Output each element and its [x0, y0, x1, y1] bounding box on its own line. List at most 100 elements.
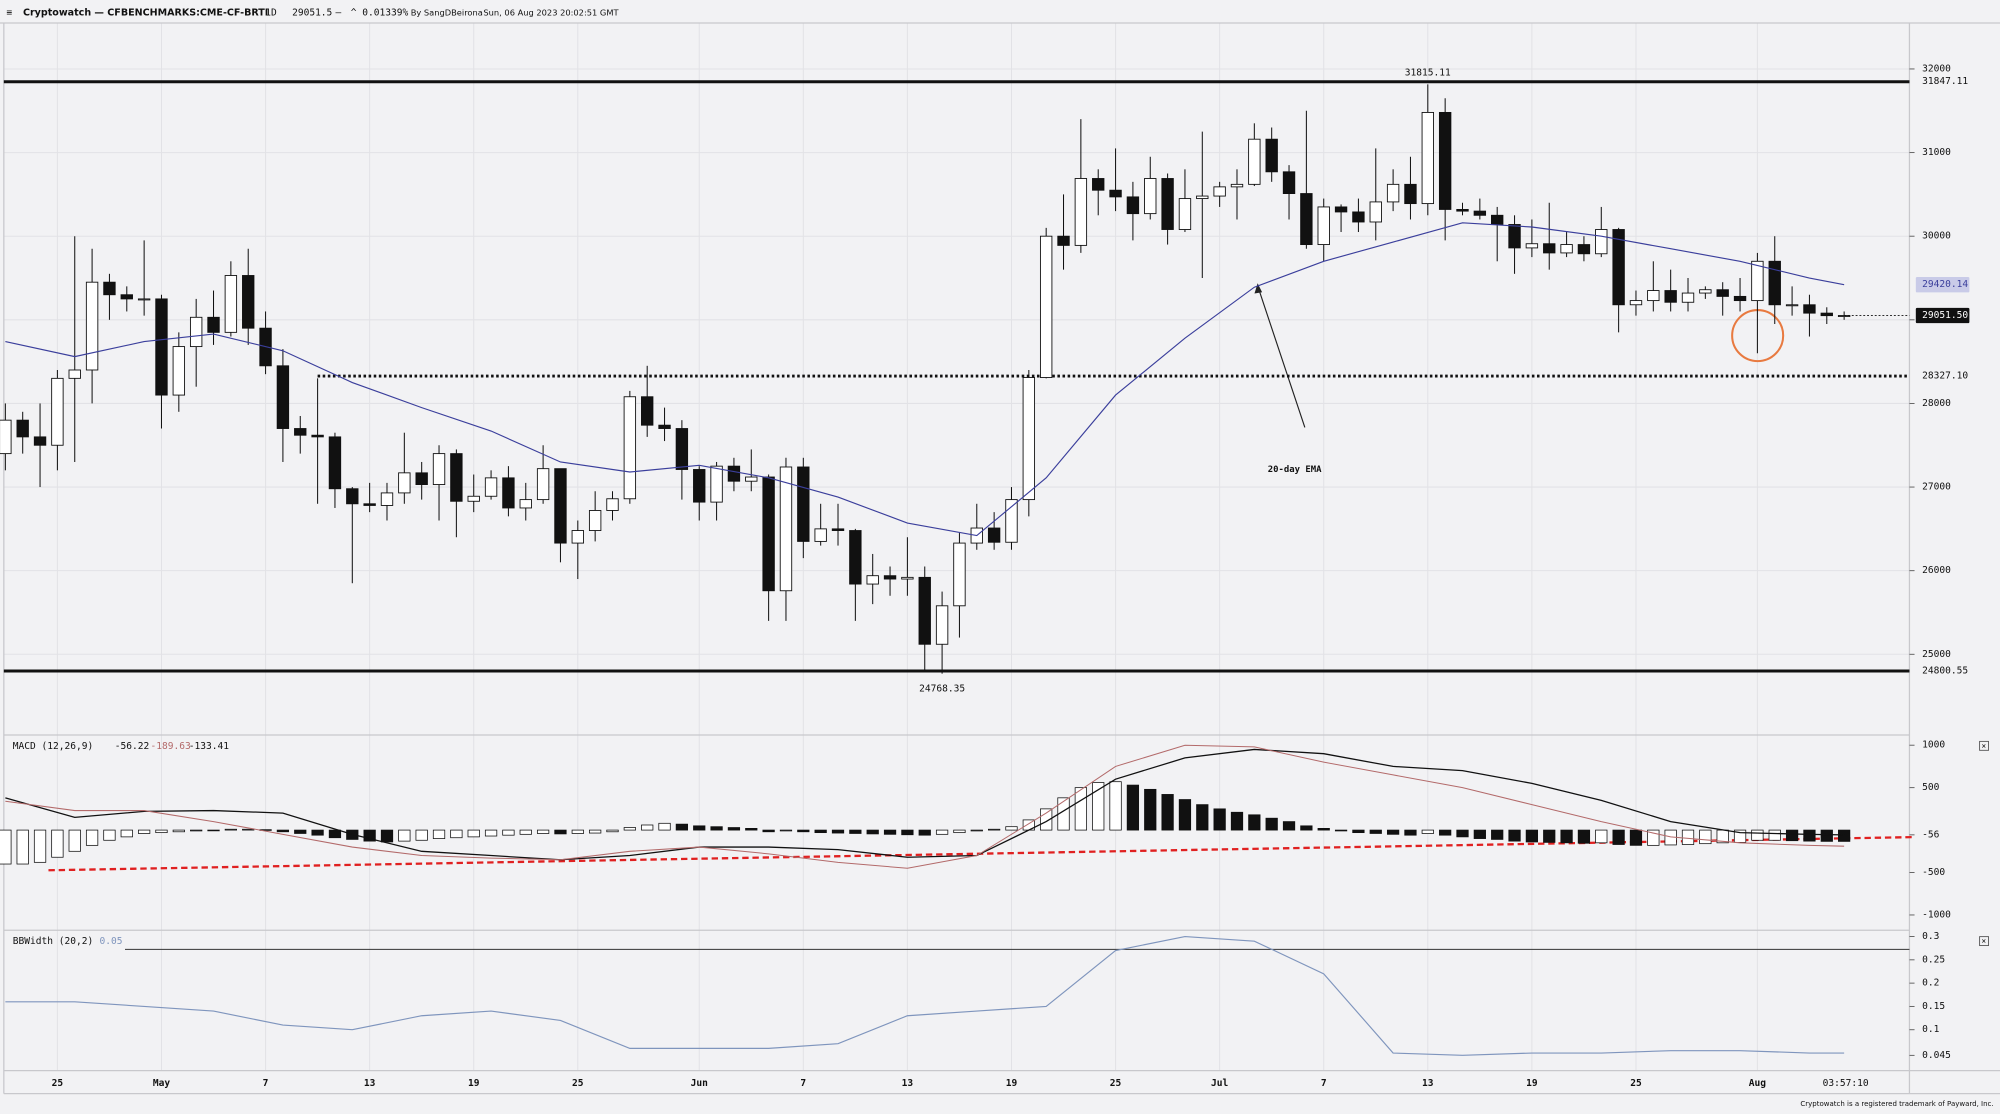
histogram-bar — [432, 829, 446, 839]
change-sep: — — [335, 7, 341, 18]
histogram-bar — [1074, 787, 1087, 831]
histogram-bar — [450, 829, 463, 839]
close-icon[interactable]: × — [1982, 937, 1987, 946]
candle-body — [276, 365, 290, 429]
candle-body — [1039, 235, 1053, 378]
low-label: 24768.35 — [919, 683, 965, 694]
histogram-bar — [1751, 829, 1764, 841]
candle-body — [797, 466, 810, 542]
close-button[interactable] — [1979, 740, 1989, 751]
histogram-bar — [1092, 782, 1105, 831]
candle-body — [1178, 198, 1192, 230]
histogram-bar — [294, 829, 307, 834]
interval: 1D — [265, 7, 277, 18]
macd-value: -56.22 — [115, 741, 149, 752]
candle-body — [1300, 193, 1313, 246]
candle-body — [588, 510, 602, 531]
level-label: 31847.11 — [1922, 76, 1968, 87]
x-tick-label: 19 — [468, 1078, 480, 1089]
histogram-bar — [1213, 808, 1226, 831]
histogram-bar — [1126, 784, 1140, 831]
candle-body — [1386, 183, 1400, 203]
x-tick-label: Aug — [1749, 1078, 1766, 1089]
bbwidth-title: BBWidth (20,2) — [13, 936, 93, 947]
plot: 25 May 7 13 19 25 Jun 7 13 19 25 Jul 7 13 19 25 Aug 25000… — [0, 63, 1970, 1089]
y-tick-label: 27000 — [1922, 482, 1951, 493]
histogram-bar — [1612, 829, 1625, 845]
histogram-bar — [623, 827, 636, 831]
histogram-bar — [51, 829, 64, 858]
ema-line — [5, 222, 1845, 537]
histogram-bar — [16, 829, 29, 865]
candle-body — [1092, 178, 1105, 191]
histogram-bar — [224, 828, 237, 831]
candle-body — [33, 436, 47, 446]
candle-body — [363, 503, 376, 506]
level-label: 28327.10 — [1922, 371, 1968, 382]
candle-body — [987, 527, 1001, 543]
macd-title: MACD (12,26,9) — [13, 741, 93, 752]
x-tick-label: May — [153, 1078, 170, 1089]
candle-body — [849, 530, 862, 585]
x-tick-label: 19 — [1526, 1078, 1538, 1089]
histogram-bar — [519, 829, 532, 835]
histogram-bar — [554, 829, 567, 835]
close-button[interactable] — [1979, 936, 1989, 947]
candle-body — [1577, 244, 1591, 255]
candle-body — [536, 468, 550, 501]
histogram-bar — [675, 823, 689, 831]
histogram-bar — [606, 829, 619, 833]
histogram-bar — [1803, 829, 1816, 842]
histogram-bar — [242, 828, 255, 831]
candle-body — [1595, 229, 1608, 255]
x-tick-label: Jun — [691, 1078, 708, 1089]
candle-body — [1629, 300, 1643, 306]
histogram-bar — [1248, 814, 1261, 831]
candle-body — [1508, 224, 1521, 249]
candle-body — [1768, 260, 1781, 306]
histogram-bar — [1525, 829, 1539, 843]
ema-price-box — [1915, 277, 1970, 293]
menu-icon[interactable]: ≡ — [6, 7, 12, 18]
x-tick-label: 25 — [1630, 1078, 1642, 1089]
histogram-bar — [1681, 829, 1695, 845]
candle-body — [1456, 208, 1469, 212]
histogram-bar — [1820, 829, 1833, 842]
candle-body — [137, 298, 151, 301]
histogram-bar — [120, 829, 133, 838]
change: ^ 0.01339% — [351, 7, 409, 18]
candle-body — [883, 575, 897, 580]
histogram-bar — [1456, 829, 1469, 838]
close-icon[interactable]: × — [1982, 741, 1987, 750]
candle-body — [1491, 214, 1504, 225]
histogram-bar — [536, 829, 550, 834]
histogram-bar — [33, 829, 47, 863]
candle-body — [953, 542, 966, 607]
histogram-bar — [1785, 829, 1799, 842]
candle-body — [398, 472, 411, 494]
candle-body — [1751, 260, 1764, 302]
candle-body — [294, 428, 307, 436]
x-tick-label: 25 — [1110, 1078, 1122, 1089]
macd-line — [5, 748, 1845, 861]
candle-body — [1473, 210, 1487, 216]
candle-body — [1404, 183, 1417, 205]
candle-body — [328, 436, 342, 490]
candle-body — [866, 575, 879, 585]
y-tick-label: 0.25 — [1922, 954, 1945, 965]
candle-body — [1733, 295, 1747, 302]
histogram-bar — [85, 829, 99, 846]
y-tick-label: -1000 — [1922, 909, 1951, 920]
histogram-bar — [1508, 829, 1521, 842]
y-tick-label: 31000 — [1922, 147, 1951, 158]
candle-body — [1664, 290, 1677, 303]
candle-body — [207, 316, 220, 333]
candle-body — [1126, 196, 1140, 215]
histogram-bar — [1161, 794, 1174, 831]
histogram-bar — [138, 829, 151, 834]
candle-body — [1525, 243, 1539, 249]
author: By SangDBeirona — [411, 7, 483, 17]
candle-body — [1144, 178, 1157, 215]
